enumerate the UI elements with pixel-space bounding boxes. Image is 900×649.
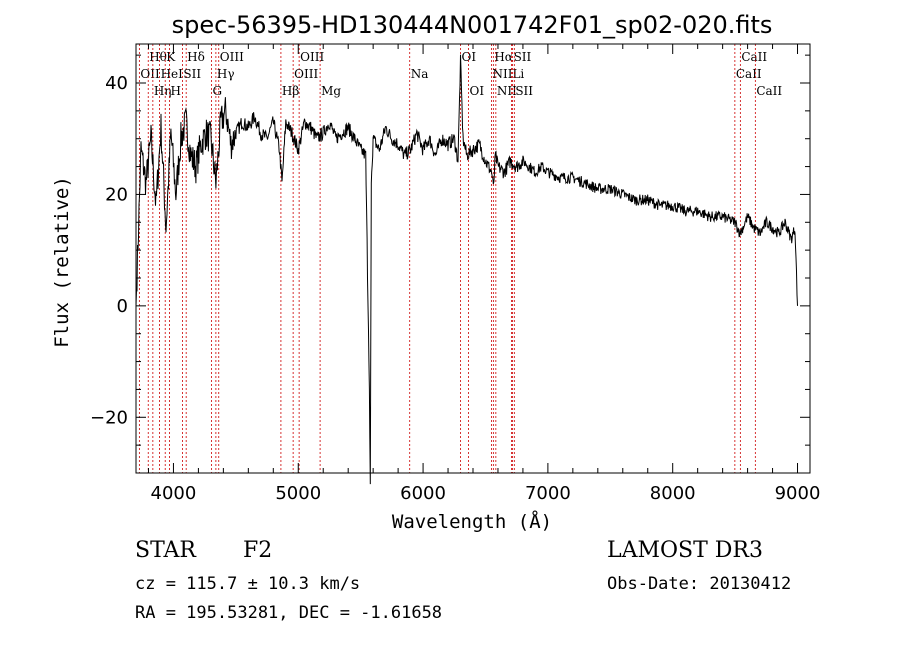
y-tick-label-20: 20 xyxy=(105,184,128,205)
spectral-line-label-16: OI xyxy=(462,50,477,64)
spectrum-line xyxy=(135,54,798,485)
spectral-line-label-21: SII xyxy=(514,50,532,64)
y-tick-label-0: 0 xyxy=(117,296,128,317)
spectral-line-label-14: Mg xyxy=(321,84,341,98)
x-tick-label-4000: 4000 xyxy=(151,483,197,504)
chart-title: spec-56395-HD130444N001742F01_sp02-020.f… xyxy=(172,11,773,39)
spectrum-series xyxy=(135,54,798,485)
spectral-line-label-0: Hθ xyxy=(149,50,167,64)
spectral-line-label-10: G xyxy=(213,84,223,98)
spectral-line-label-22: Li xyxy=(512,67,524,81)
spectral-line-label-8: OIII xyxy=(220,50,244,64)
survey-name: LAMOST DR3 xyxy=(607,538,763,563)
redshift-cz: cz = 115.7 ± 10.3 km/s xyxy=(135,574,361,594)
x-tick-label-7000: 7000 xyxy=(525,483,571,504)
spectral-line-label-1: OII xyxy=(140,67,160,81)
subclass: F2 xyxy=(243,538,273,563)
spectral-line-label-2: Hη xyxy=(154,84,172,98)
spectral-line-label-12: OIII xyxy=(294,67,318,81)
axis-ticks: 4000 5000 6000 7000 8000 9000 −20 0 20 40 xyxy=(90,44,820,504)
spectral-line-label-4: HeI xyxy=(161,67,184,81)
coordinates: RA = 195.53281, DEC = -1.61658 xyxy=(135,603,443,623)
spectral-line-label-11: OIII xyxy=(300,50,324,64)
x-tick-label-8000: 8000 xyxy=(650,483,696,504)
spectral-line-label-23: SII xyxy=(515,84,533,98)
plot-frame xyxy=(135,43,811,474)
y-tick-label--20: −20 xyxy=(90,407,128,428)
obs-date: Obs-Date: 20130412 xyxy=(607,574,792,594)
spectral-line-label-15: Na xyxy=(411,67,429,81)
object-class: STAR xyxy=(135,538,196,563)
y-tick-label-40: 40 xyxy=(105,73,128,94)
x-tick-label-9000: 9000 xyxy=(775,483,821,504)
spectral-line-label-19: NII xyxy=(492,67,512,81)
x-tick-label-6000: 6000 xyxy=(400,483,446,504)
spectral-line-label-3: K xyxy=(166,50,176,64)
spectral-line-label-20: NII xyxy=(497,84,517,98)
spectral-line-label-13: Hβ xyxy=(282,84,299,98)
y-axis-label: Flux (relative) xyxy=(51,176,73,348)
spectral-line-label-24: CaII xyxy=(741,50,767,64)
spectral-line-label-7: SII xyxy=(183,67,201,81)
spectral-line-label-17: OI xyxy=(470,84,485,98)
x-axis-label: Wavelength (Å) xyxy=(392,510,552,533)
spectral-line-label-6: Hδ xyxy=(187,50,205,64)
spectral-line-label-26: CaII xyxy=(756,84,782,98)
spectral-line-label-25: CaII xyxy=(736,67,762,81)
spectral-line-label-9: Hγ xyxy=(217,67,235,81)
spectral-line-label-18: Hα xyxy=(494,50,513,64)
spectral-line-label-5: H xyxy=(170,84,180,98)
x-tick-label-5000: 5000 xyxy=(275,483,321,504)
spectral-line-markers: Hθ OII Hη K HeI H Hδ SII OIII Hγ G OIII OIII Hβ Mg Na OI… xyxy=(138,44,782,473)
